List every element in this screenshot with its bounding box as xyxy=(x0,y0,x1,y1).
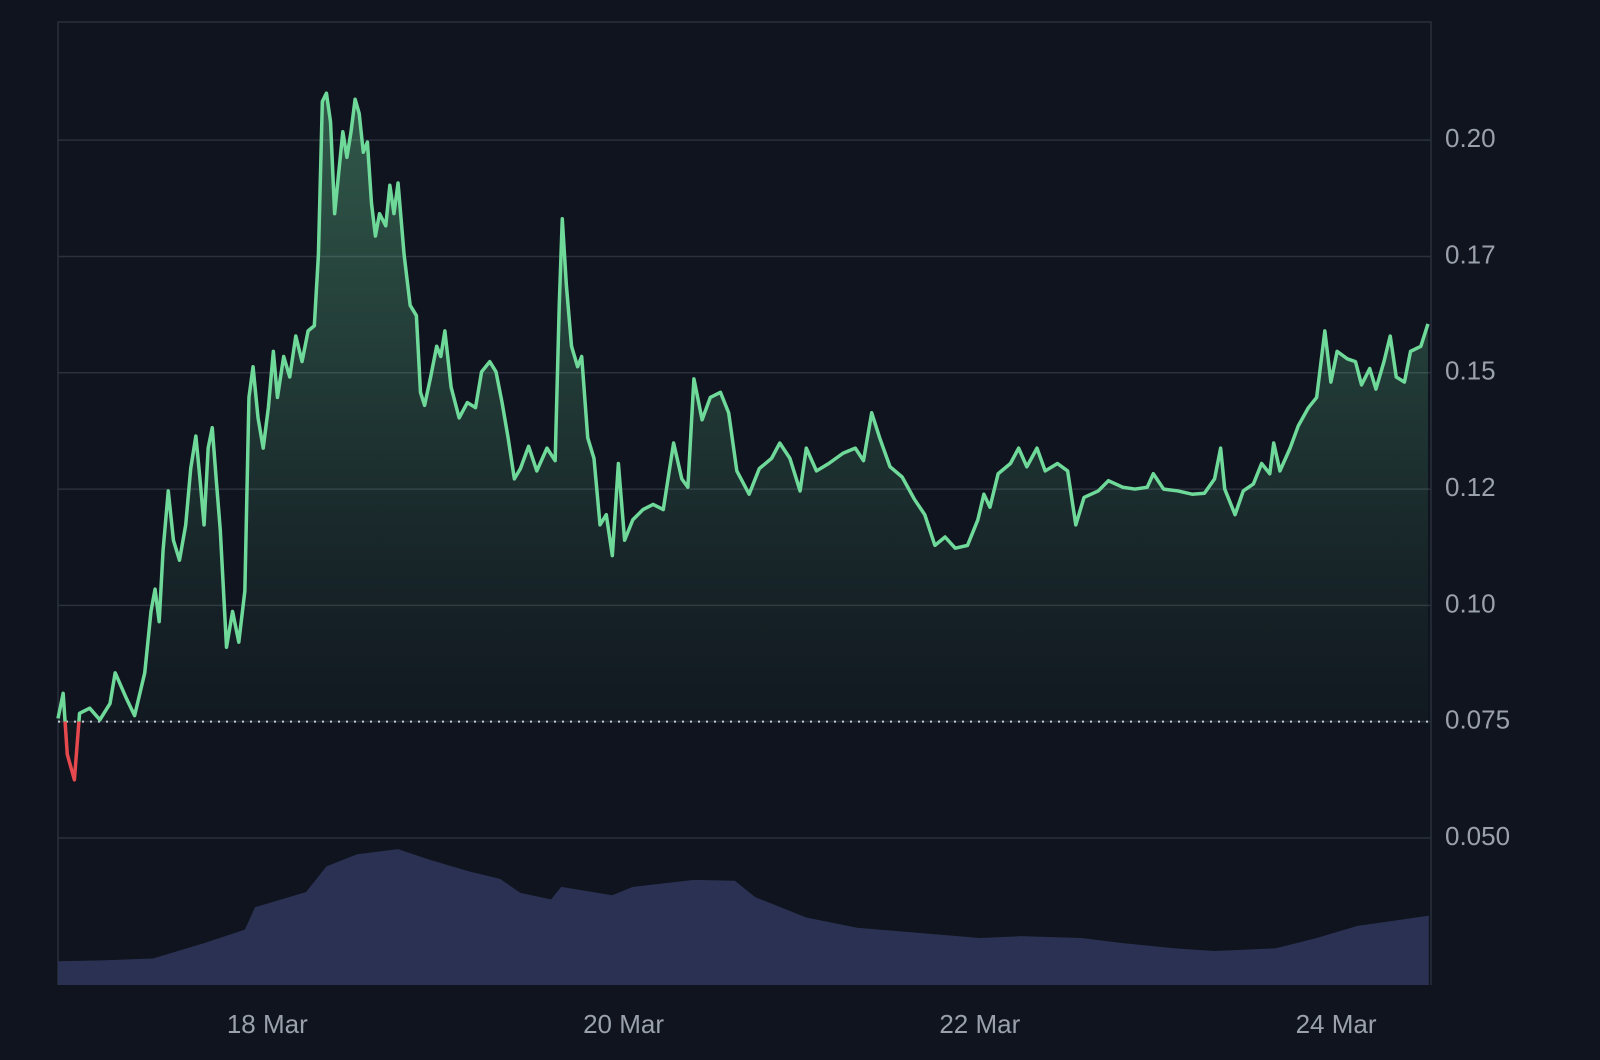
y-tick-label: 0.12 xyxy=(1445,472,1496,502)
y-tick-label: 0.15 xyxy=(1445,356,1496,386)
price-line xyxy=(56,91,1430,782)
y-tick-label: 0.10 xyxy=(1445,588,1496,618)
x-tick-label: 24 Mar xyxy=(1296,1009,1377,1039)
x-tick-label: 20 Mar xyxy=(583,1009,664,1039)
x-tick-label: 18 Mar xyxy=(227,1009,308,1039)
volume-area xyxy=(58,849,1429,985)
y-tick-label: 0.050 xyxy=(1445,821,1510,851)
x-tick-label: 22 Mar xyxy=(939,1009,1020,1039)
y-tick-label: 0.17 xyxy=(1445,239,1496,269)
y-tick-label: 0.075 xyxy=(1445,705,1510,735)
plot-frame xyxy=(57,21,1432,985)
price-area xyxy=(58,93,1428,780)
y-tick-label: 0.20 xyxy=(1445,123,1496,153)
